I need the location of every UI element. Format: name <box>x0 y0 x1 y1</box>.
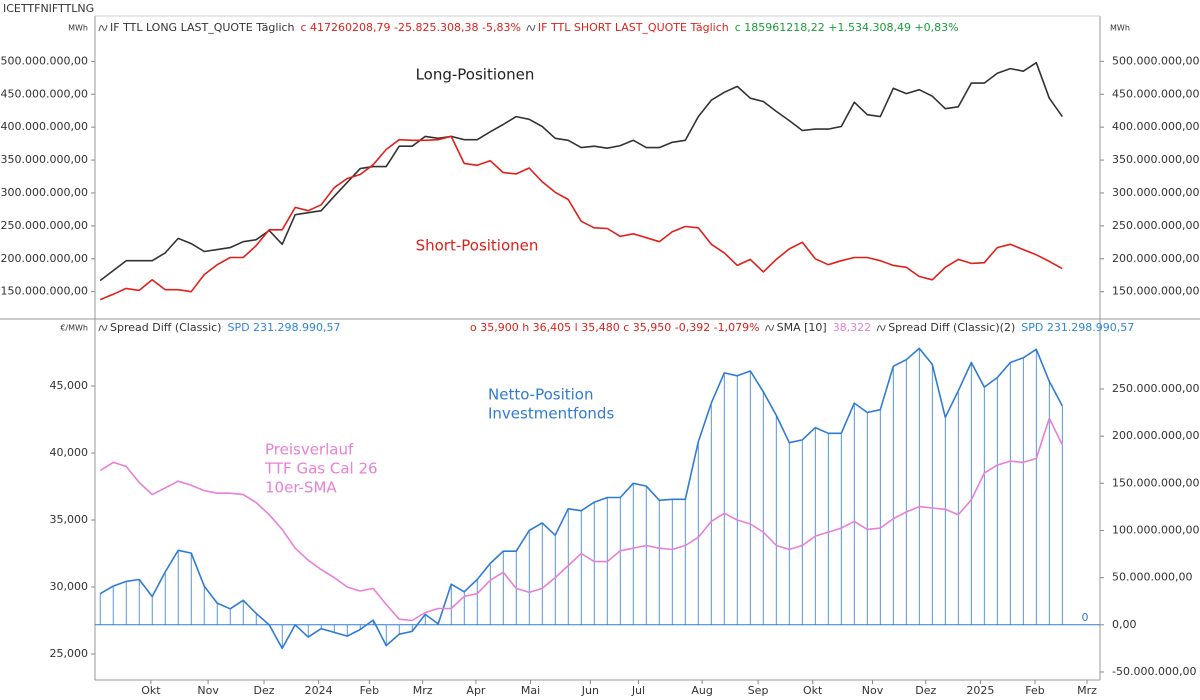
y2-unit: MWh <box>1110 24 1130 33</box>
y-tick-label: 250.000.000,00 <box>1112 219 1199 232</box>
y-tick-label: 150.000.000,00 <box>1112 476 1199 489</box>
annotation: Preisverlauf <box>265 441 354 459</box>
y-tick-label: 250.000.000,00 <box>1 219 88 232</box>
y-tick-label: 45,000 <box>50 379 89 392</box>
series-line <box>99 135 1063 301</box>
series-line <box>99 417 1064 622</box>
x-tick-label: 2025 <box>966 684 994 697</box>
x-tick-label: Feb <box>360 684 379 697</box>
legend-name: Spread Diff (Classic)(2) <box>888 321 1015 334</box>
y-tick-label: 100.000.000,00 <box>1112 523 1199 536</box>
ohlc-quote: o 35,900 h 36,405 l 35,480 c 35,950 -0,3… <box>470 321 760 334</box>
y-tick-label: 200.000.000,00 <box>1112 429 1199 442</box>
y-tick-label: 300.000.000,00 <box>1 186 88 199</box>
legend-name: IF TTL LONG LAST_QUOTE Täglich <box>110 21 295 34</box>
y-tick-label: 500.000.000,00 <box>1 54 88 67</box>
y-tick-label: 150.000.000,00 <box>1112 285 1199 298</box>
y-tick-label: 400.000.000,00 <box>1112 120 1199 133</box>
x-tick-label: Apr <box>466 684 486 697</box>
y-unit: €/MWh <box>60 324 88 333</box>
x-tick-label: Sep <box>748 684 769 697</box>
series-line <box>99 61 1063 282</box>
annotation: 0 <box>1082 611 1089 624</box>
y-tick-label: 450.000.000,00 <box>1112 87 1199 100</box>
annotation: Netto-Position <box>488 386 593 404</box>
legend-icon <box>98 324 108 332</box>
legend-quote: SPD 231.298.990,57 <box>227 321 340 334</box>
legend-name: Spread Diff (Classic) <box>110 321 221 334</box>
legend-name: SMA [10] <box>777 321 827 334</box>
y-tick-label: 300.000.000,00 <box>1112 186 1199 199</box>
x-tick-label: Jun <box>581 684 599 697</box>
legend-icon <box>98 24 108 32</box>
annotation: Long-Positionen <box>416 66 535 84</box>
y-tick-label: 250.000.000,00 <box>1112 382 1199 395</box>
y-tick-label: 50.000.000,00 <box>1112 571 1192 584</box>
x-tick-label: Mai <box>521 684 540 697</box>
y-tick-label: 200.000.000,00 <box>1 252 88 265</box>
y-tick-label: 30,000 <box>50 580 89 593</box>
annotation: Short-Positionen <box>416 237 539 255</box>
x-tick-label: Mrz <box>1077 684 1097 697</box>
x-tick-label: Aug <box>691 684 712 697</box>
y-tick-label: 400.000.000,00 <box>1 120 88 133</box>
y-unit: MWh <box>68 24 88 33</box>
legend-icon <box>765 324 775 332</box>
legend-icon <box>876 324 886 332</box>
y-tick-label: 25,000 <box>50 647 89 660</box>
annotation: Investmentfonds <box>488 405 614 423</box>
y-tick-label: 450.000.000,00 <box>1 87 88 100</box>
annotation: TTF Gas Cal 26 <box>264 460 378 478</box>
y-tick-label: 150.000.000,00 <box>1 285 88 298</box>
x-tick-label: Okt <box>803 684 823 697</box>
x-tick-label: Nov <box>197 684 219 697</box>
chart-title: ICETTFNIFTTLNG <box>3 2 94 15</box>
x-tick-label: Okt <box>141 684 161 697</box>
y-tick-label: 35,000 <box>50 513 89 526</box>
x-tick-label: Dez <box>915 684 936 697</box>
x-tick-label: Jul <box>631 684 645 697</box>
x-tick-label: Dez <box>254 684 275 697</box>
x-tick-label: 2024 <box>305 684 333 697</box>
series-line <box>99 347 1064 650</box>
legend-quote: c 185961218,22 +1.534.308,49 +0,83% <box>735 21 959 34</box>
legend-name: IF TTL SHORT LAST_QUOTE Täglich <box>538 21 729 34</box>
y-tick-label: 350.000.000,00 <box>1112 153 1199 166</box>
legend-quote: SPD 231.298.990,57 <box>1021 321 1134 334</box>
legend-icon <box>526 24 536 32</box>
y-tick-label: 40,000 <box>50 446 89 459</box>
legend-quote: c 417260208,79 -25.825.308,38 -5,83% <box>301 21 521 34</box>
x-tick-label: Mrz <box>413 684 433 697</box>
legend-quote: 38,322 <box>833 321 872 334</box>
x-tick-label: Nov <box>862 684 884 697</box>
y-tick-label: 200.000.000,00 <box>1112 252 1199 265</box>
y-tick-label: -50.000.000,00 <box>1112 665 1196 678</box>
y-tick-label: 350.000.000,00 <box>1 153 88 166</box>
annotation: 10er-SMA <box>265 479 337 497</box>
y-tick-label: 500.000.000,00 <box>1112 54 1199 67</box>
x-tick-label: Feb <box>1025 684 1044 697</box>
y-tick-label: 0,00 <box>1112 618 1137 631</box>
